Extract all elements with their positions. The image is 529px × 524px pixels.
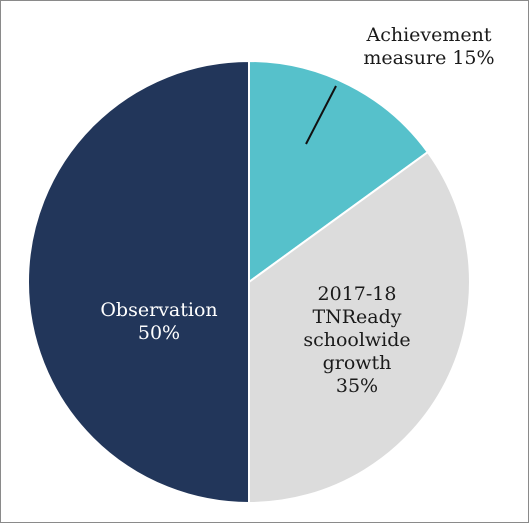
- slice-label-line: Achievement: [365, 24, 491, 46]
- slice-label-line: growth: [323, 352, 392, 374]
- pie-slices: [27, 59, 471, 505]
- leader-lines: [305, 85, 337, 145]
- slice-label-line: Observation: [100, 299, 217, 321]
- pie-slice-1: [248, 59, 430, 284]
- slice-label-line: schoolwide: [303, 329, 410, 351]
- leader-line-1: [305, 85, 337, 145]
- slice-label-3: Observation 50%: [100, 299, 217, 344]
- slice-label-line: measure 15%: [363, 47, 494, 69]
- slice-label-2: 2017-18 TNReady schoolwide growth 35%: [303, 283, 410, 397]
- slice-labels: Achievement measure 15% 2017-18 TNReady scho…: [100, 24, 494, 397]
- pie-slice-2: [248, 150, 471, 505]
- slice-label-1: Achievement measure 15%: [363, 24, 494, 69]
- slice-label-line: 50%: [138, 322, 180, 344]
- slice-label-line: 35%: [336, 375, 378, 397]
- slice-label-line: 2017-18: [318, 283, 397, 305]
- slice-label-line: TNReady: [312, 306, 401, 328]
- pie-slice-3: [27, 59, 250, 505]
